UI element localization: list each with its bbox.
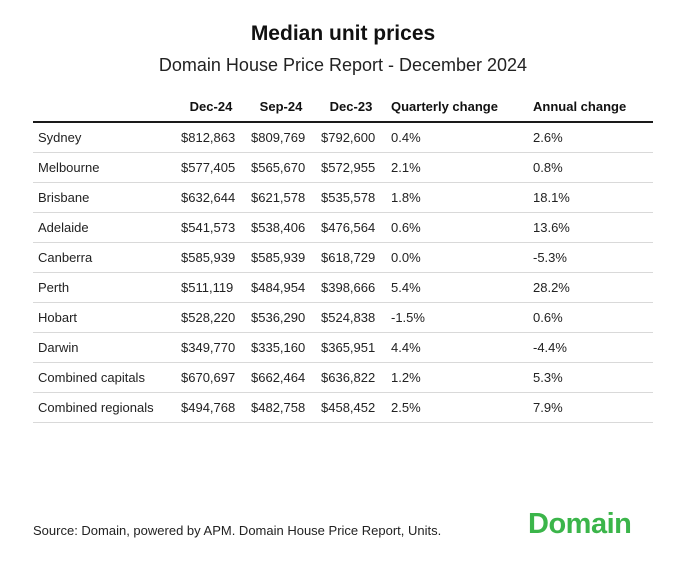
source-note: Source: Domain, powered by APM. Domain H…	[33, 523, 442, 538]
table-body: Sydney $812,863 $809,769 $792,600 0.4% 2.6% Me…	[33, 122, 653, 423]
sep-24-cell: $565,670	[246, 152, 316, 183]
region-cell: Combined regionals	[33, 392, 176, 423]
dec-24-cell: $812,863	[176, 122, 246, 153]
chart-title: Median unit prices	[250, 22, 436, 45]
dec-23-cell: $476,564	[316, 212, 386, 243]
dec-23-cell: $792,600	[316, 122, 386, 153]
sep-24-cell: $335,160	[246, 332, 316, 363]
table-row: Canberra $585,939 $585,939 $618,729 0.0% -5.3…	[33, 242, 653, 273]
dec-23-cell: $365,951	[316, 332, 386, 363]
region-cell: Sydney	[33, 122, 176, 153]
region-cell: Darwin	[33, 332, 176, 363]
table-row: Melbourne $577,405 $565,670 $572,955 2.1% 0.8…	[33, 152, 653, 183]
dec-24-cell: $632,644	[176, 182, 246, 213]
dec-23-cell: $535,578	[316, 182, 386, 213]
dec-23-cell: $398,666	[316, 272, 386, 303]
quarterly-change-cell: 1.8%	[386, 182, 528, 213]
dec-23-cell: $618,729	[316, 242, 386, 273]
dec-23-cell: $636,822	[316, 362, 386, 393]
annual-change-cell: -4.4%	[528, 332, 653, 363]
table-header-row: Dec-24 Sep-24 Dec-23 Quarterly change An…	[33, 91, 653, 123]
column-header-annual-change: Annual change	[528, 91, 653, 123]
annual-change-cell: 2.6%	[528, 122, 653, 153]
annual-change-cell: 0.8%	[528, 152, 653, 183]
region-cell: Canberra	[33, 242, 176, 273]
region-cell: Hobart	[33, 302, 176, 333]
annual-change-cell: 7.9%	[528, 392, 653, 423]
annual-change-cell: 28.2%	[528, 272, 653, 303]
sep-24-cell: $585,939	[246, 242, 316, 273]
region-cell: Perth	[33, 272, 176, 303]
region-cell: Brisbane	[33, 182, 176, 213]
column-header-region	[33, 91, 176, 123]
table-row: Perth $511,119 $484,954 $398,666 5.4% 28.2%	[33, 272, 653, 303]
column-header-dec-23: Dec-23	[316, 91, 386, 123]
dec-24-cell: $577,405	[176, 152, 246, 183]
region-cell: Adelaide	[33, 212, 176, 243]
sep-24-cell: $484,954	[246, 272, 316, 303]
quarterly-change-cell: 0.0%	[386, 242, 528, 273]
annual-change-cell: 5.3%	[528, 362, 653, 393]
domain-logo: Domain	[528, 508, 632, 540]
sep-24-cell: $809,769	[246, 122, 316, 153]
dec-24-cell: $494,768	[176, 392, 246, 423]
table-row: Adelaide $541,573 $538,406 $476,564 0.6% 13.6…	[33, 212, 653, 243]
dec-24-cell: $528,220	[176, 302, 246, 333]
quarterly-change-cell: 1.2%	[386, 362, 528, 393]
column-header-sep-24: Sep-24	[246, 91, 316, 123]
sep-24-cell: $538,406	[246, 212, 316, 243]
table-row: Sydney $812,863 $809,769 $792,600 0.4% 2.6%	[33, 122, 653, 153]
sep-24-cell: $536,290	[246, 302, 316, 333]
table-row: Brisbane $632,644 $621,578 $535,578 1.8% 18.1…	[33, 182, 653, 213]
sep-24-cell: $621,578	[246, 182, 316, 213]
quarterly-change-cell: -1.5%	[386, 302, 528, 333]
table-row: Darwin $349,770 $335,160 $365,951 4.4% -4.4%	[33, 332, 653, 363]
median-unit-prices-table: Dec-24 Sep-24 Dec-23 Quarterly change An…	[33, 91, 653, 423]
quarterly-change-cell: 0.4%	[386, 122, 528, 153]
dec-24-cell: $349,770	[176, 332, 246, 363]
quarterly-change-cell: 2.1%	[386, 152, 528, 183]
table-row: Combined capitals $670,697 $662,464 $636,82…	[33, 362, 653, 393]
quarterly-change-cell: 5.4%	[386, 272, 528, 303]
dec-24-cell: $541,573	[176, 212, 246, 243]
annual-change-cell: -5.3%	[528, 242, 653, 273]
quarterly-change-cell: 2.5%	[386, 392, 528, 423]
dec-24-cell: $511,119	[176, 272, 246, 303]
region-cell: Melbourne	[33, 152, 176, 183]
table-row: Combined regionals $494,768 $482,758 $458,4…	[33, 392, 653, 423]
sep-24-cell: $662,464	[246, 362, 316, 393]
annual-change-cell: 0.6%	[528, 302, 653, 333]
dec-24-cell: $585,939	[176, 242, 246, 273]
quarterly-change-cell: 0.6%	[386, 212, 528, 243]
region-cell: Combined capitals	[33, 362, 176, 393]
dec-23-cell: $524,838	[316, 302, 386, 333]
annual-change-cell: 18.1%	[528, 182, 653, 213]
sep-24-cell: $482,758	[246, 392, 316, 423]
quarterly-change-cell: 4.4%	[386, 332, 528, 363]
chart-subtitle: Domain House Price Report - December 202…	[158, 55, 528, 75]
annual-change-cell: 13.6%	[528, 212, 653, 243]
table-row: Hobart $528,220 $536,290 $524,838 -1.5% 0.6%	[33, 302, 653, 333]
dec-24-cell: $670,697	[176, 362, 246, 393]
dec-23-cell: $572,955	[316, 152, 386, 183]
dec-23-cell: $458,452	[316, 392, 386, 423]
column-header-quarterly-change: Quarterly change	[386, 91, 528, 123]
column-header-dec-24: Dec-24	[176, 91, 246, 123]
